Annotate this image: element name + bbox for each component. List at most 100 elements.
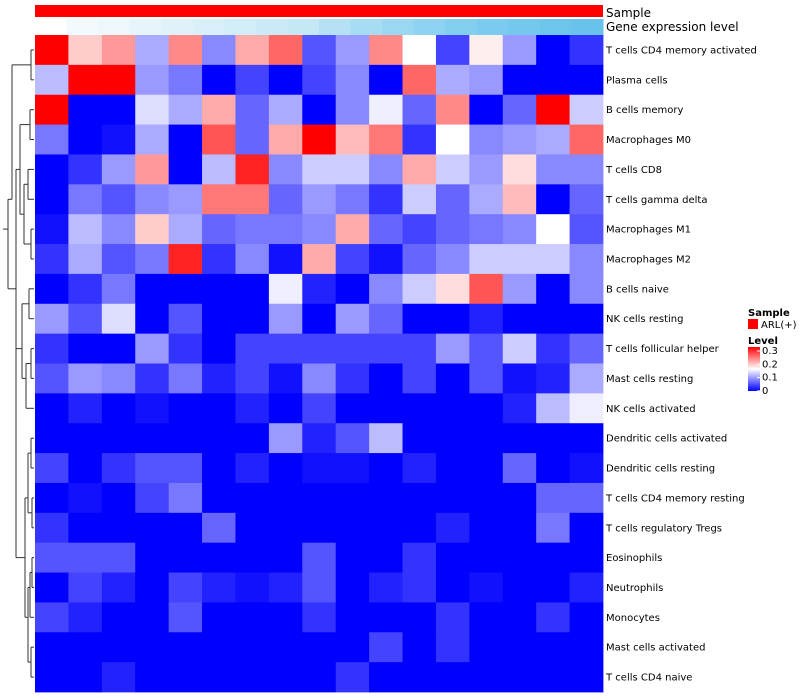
annotation-expression-cell	[98, 19, 131, 31]
heatmap-cell	[168, 453, 203, 484]
heatmap-cell	[335, 184, 370, 215]
heatmap-cell	[268, 363, 303, 394]
heatmap-cell	[569, 453, 604, 484]
heatmap-cell	[235, 662, 270, 693]
heatmap-cell	[335, 572, 370, 603]
heatmap-cell	[302, 244, 337, 275]
heatmap-cell	[435, 94, 470, 125]
heatmap-cell	[469, 632, 504, 663]
heatmap-cell	[268, 94, 303, 125]
heatmap-cell	[435, 333, 470, 364]
heatmap-cell	[502, 363, 537, 394]
row-label: Eosinophils	[606, 553, 662, 564]
heatmap-cell	[302, 572, 337, 603]
heatmap-cell	[369, 363, 403, 394]
heatmap-cell	[536, 572, 570, 603]
heatmap-cell	[502, 64, 537, 96]
heatmap-cell	[536, 303, 570, 335]
heatmap-cell	[135, 572, 170, 603]
heatmap-cell	[435, 393, 470, 424]
heatmap-cell	[135, 632, 170, 663]
heatmap-cell	[469, 124, 504, 155]
heatmap-cell	[369, 662, 403, 693]
heatmap-cell	[35, 423, 69, 454]
heatmap-cell	[502, 303, 537, 335]
heatmap-cell	[569, 35, 604, 66]
heatmap-cell	[135, 482, 170, 514]
heatmap-cell	[302, 453, 337, 484]
heatmap-cell	[235, 184, 270, 215]
column-annotations	[35, 5, 604, 35]
heatmap-cell	[335, 542, 370, 573]
heatmap-cell	[168, 184, 203, 215]
heatmap-cell	[302, 94, 337, 125]
heatmap-cell	[569, 393, 604, 424]
heatmap-cell	[35, 363, 69, 394]
legend-level-title: Level	[748, 336, 778, 347]
heatmap-cell	[402, 602, 437, 633]
heatmap-cell	[135, 35, 170, 66]
heatmap-cell	[302, 393, 337, 424]
heatmap-cell	[569, 303, 604, 335]
heatmap-cell	[502, 333, 537, 364]
heatmap-cell	[335, 363, 370, 394]
heatmap-cell	[369, 572, 403, 603]
heatmap-cell	[569, 482, 604, 514]
heatmap-cell	[302, 363, 337, 394]
annotation-expression-cell-strip	[192, 31, 225, 35]
heatmap-cell	[536, 214, 570, 245]
annotation-labels: Sample Gene expression level	[606, 6, 739, 34]
heatmap-cell	[101, 572, 136, 603]
heatmap-cell	[202, 363, 236, 394]
annotation-expression-cell-strip	[161, 31, 194, 35]
heatmap-cell	[402, 662, 437, 693]
heatmap-cell	[402, 333, 437, 364]
heatmap-cell	[502, 184, 537, 215]
heatmap-cell	[168, 64, 203, 96]
annotation-label-gene-expression: Gene expression level	[606, 20, 739, 34]
heatmap-cell	[101, 482, 136, 514]
heatmap-cell	[202, 662, 236, 693]
heatmap-cell	[135, 333, 170, 364]
heatmap-cell	[402, 124, 437, 155]
row-label: T cells CD4 memory resting	[605, 493, 745, 504]
heatmap-cell	[435, 214, 470, 245]
heatmap-cell	[68, 512, 103, 544]
heatmap-cell	[268, 273, 303, 305]
heatmap-cell	[502, 453, 537, 484]
annotation-expression-cell-strip	[129, 31, 162, 35]
heatmap-cell	[68, 154, 103, 185]
row-label: B cells naive	[606, 284, 669, 295]
row-label: T cells follicular helper	[605, 344, 720, 355]
heatmap-cell	[35, 632, 69, 663]
heatmap-cell	[68, 662, 103, 693]
heatmap-cell	[35, 154, 69, 185]
heatmap-cell	[502, 482, 537, 514]
heatmap-cell	[235, 35, 270, 66]
heatmap-cell	[135, 214, 170, 245]
annotation-expression-cell	[255, 19, 288, 31]
heatmap-cell	[35, 184, 69, 215]
heatmap-cell	[569, 94, 604, 125]
annotation-expression-cell-strip	[319, 31, 352, 35]
heatmap-cell	[536, 662, 570, 693]
heatmap-cell	[469, 393, 504, 424]
heatmap-cell	[101, 333, 136, 364]
heatmap-cell	[435, 512, 470, 544]
heatmap-cell	[35, 214, 69, 245]
heatmap-cell	[68, 602, 103, 633]
heatmap-cell	[235, 124, 270, 155]
heatmap-cell	[235, 244, 270, 275]
heatmap-cell	[235, 64, 270, 96]
legend-level-ticks: 0.3 0.2 0.1 0	[757, 346, 778, 397]
heatmap-cell	[135, 453, 170, 484]
heatmap-cell	[101, 453, 136, 484]
heatmap-cell	[569, 602, 604, 633]
heatmap-cell	[469, 482, 504, 514]
heatmap-cell	[569, 64, 604, 96]
heatmap-cell	[435, 632, 470, 663]
annotation-expression-cell-strip	[287, 31, 320, 35]
heatmap-cell	[135, 423, 170, 454]
heatmap-cell	[435, 423, 470, 454]
heatmap-cell	[135, 94, 170, 125]
